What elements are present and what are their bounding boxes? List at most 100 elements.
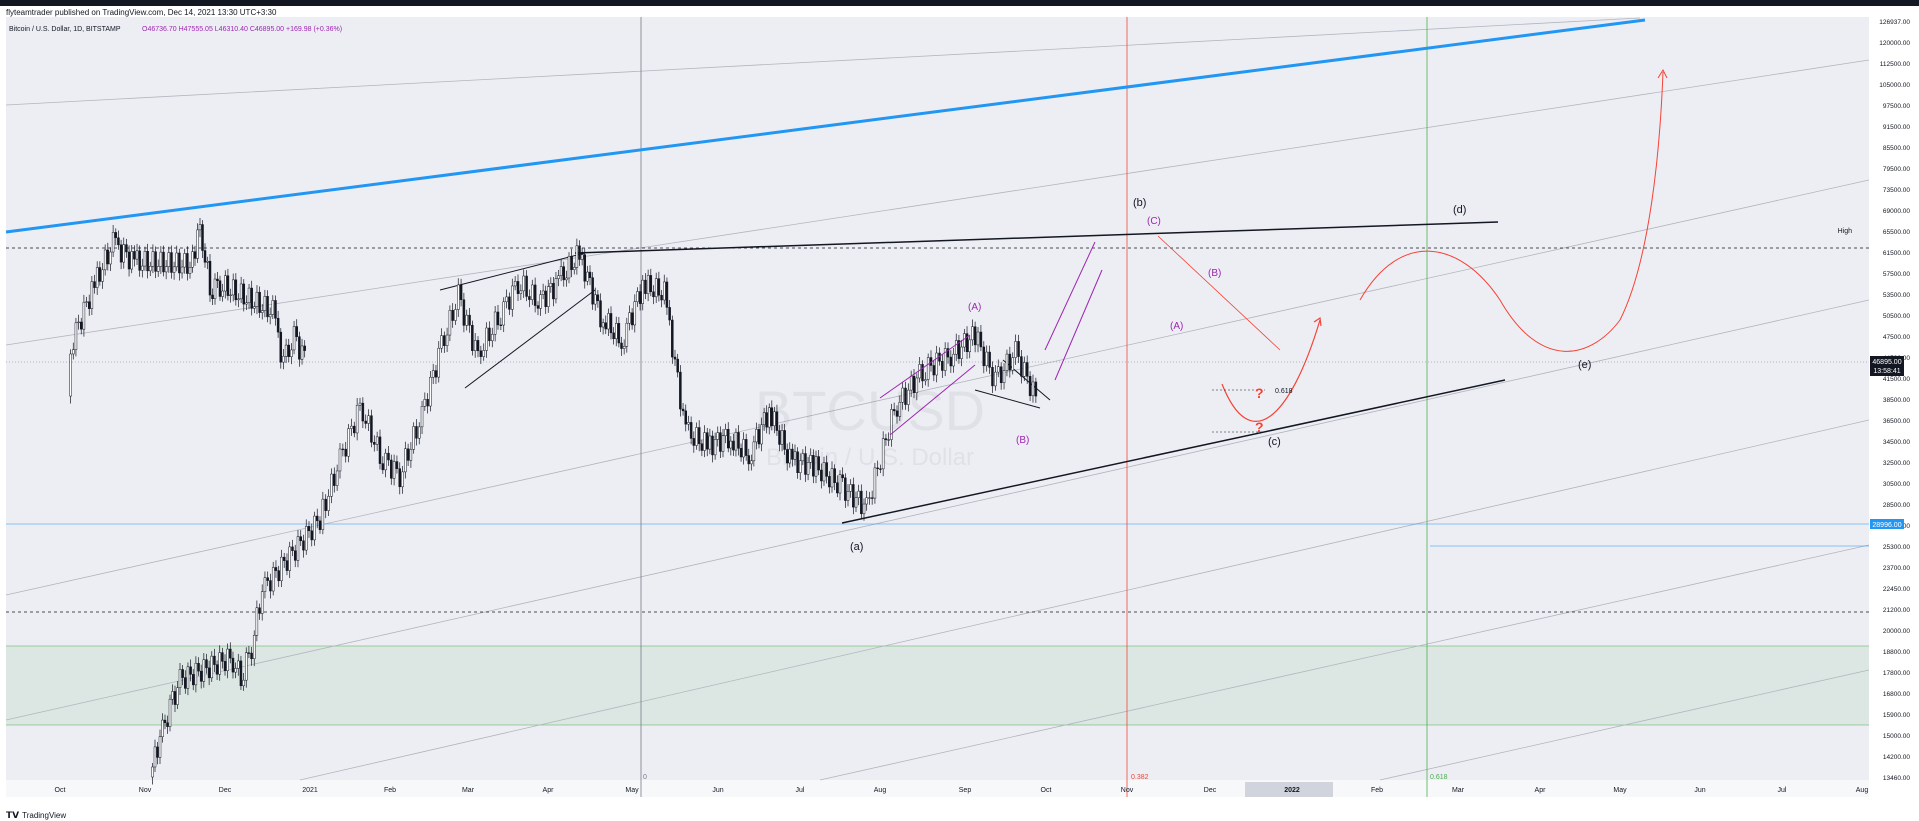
candle-body — [887, 439, 890, 441]
candle-body — [965, 333, 969, 353]
candle-body — [193, 251, 197, 259]
candle-body — [924, 379, 927, 382]
candle-body — [609, 313, 613, 334]
plot-background — [6, 17, 1869, 797]
candle-body — [176, 687, 179, 705]
time-axis[interactable]: Oct Nov Dec 2021 Feb Mar Apr May Jun Jul Aug Sep Oct… — [55, 782, 1869, 797]
candle-body — [960, 346, 963, 359]
candle-body — [793, 451, 797, 460]
candle-body — [870, 497, 874, 499]
candle-body — [445, 334, 449, 346]
fib-retracement-label: 0.618 — [1275, 388, 1293, 395]
candle-body — [644, 279, 647, 294]
candle-body — [242, 283, 246, 305]
candle-body — [218, 652, 221, 675]
candle-body — [384, 452, 387, 471]
candle-body — [198, 224, 202, 231]
candle-body — [298, 336, 301, 360]
price-tick-label: 65500.00 — [1883, 229, 1910, 236]
candle-body — [285, 560, 289, 571]
candle-body — [274, 300, 277, 319]
purple-wave-channels — [879, 241, 1103, 436]
candle-body — [364, 420, 367, 424]
wave-channel-line — [1054, 269, 1103, 381]
candle-body — [921, 364, 924, 382]
candle-body — [884, 438, 888, 441]
price-tick-label: 34500.00 — [1883, 439, 1910, 446]
candle-body — [485, 327, 488, 351]
candle-body — [695, 427, 698, 446]
candle-body — [229, 294, 232, 296]
price-tick-label: 85500.00 — [1883, 145, 1910, 152]
red-projection-future — [1359, 71, 1664, 352]
price-axis[interactable]: 126937.00 120000.00 112500.00 105000.00 9750… — [1879, 19, 1910, 782]
wave-channel-line — [889, 364, 976, 436]
candle-body — [681, 408, 685, 412]
candle-body — [457, 284, 460, 310]
candle-body — [167, 252, 171, 267]
candle-body — [206, 260, 209, 263]
candle-body — [762, 412, 766, 426]
price-tick-label: 126937.00 — [1879, 19, 1910, 26]
fib-label-zero: 0 — [643, 774, 647, 781]
candle-body — [536, 305, 540, 309]
candle-body — [415, 426, 418, 439]
time-tick-label: Oct — [55, 787, 66, 794]
price-tick-label: 23700.00 — [1883, 565, 1910, 572]
question-mark-upper: ? — [1255, 385, 1264, 401]
candle-body — [271, 567, 275, 592]
candle-body — [591, 277, 594, 305]
wave-label-b: (b) — [1133, 197, 1146, 209]
price-tick-label: 73500.00 — [1883, 187, 1910, 194]
candle-body — [189, 666, 192, 675]
candle-body — [119, 244, 123, 263]
red-arrow-head-top — [1657, 68, 1668, 79]
candle-body — [973, 326, 977, 346]
candle-body — [188, 266, 192, 274]
candle-body — [431, 370, 435, 378]
candle-body — [448, 309, 452, 336]
wave-label-B-lower: (B) — [1016, 435, 1029, 446]
horizontal-levels — [6, 247, 1869, 613]
candle-body — [300, 345, 304, 360]
candle-body — [375, 436, 379, 445]
candle-body — [522, 275, 525, 292]
price-badges: High 46895.00 13:58:41 28996.00 — [1838, 228, 1904, 529]
channel-line — [5, 17, 1641, 106]
candle-body — [350, 425, 353, 429]
candle-body — [135, 250, 139, 260]
candle-body — [178, 252, 181, 274]
candle-body — [557, 275, 560, 279]
time-tick-label: Oct — [1041, 787, 1052, 794]
candle-body — [957, 340, 961, 359]
time-tick-label: 2022 — [1284, 787, 1300, 794]
candle-body — [476, 340, 480, 352]
candle-body — [844, 477, 847, 501]
price-tick-label: 61500.00 — [1883, 250, 1910, 257]
candle-body — [223, 661, 227, 671]
candle-body — [418, 426, 421, 439]
candle-body — [221, 290, 224, 297]
candle-body — [370, 415, 373, 443]
candle-body — [434, 370, 438, 378]
candle-body — [516, 281, 520, 294]
candle-body — [780, 430, 784, 445]
candle-body — [271, 300, 275, 315]
time-tick-label: Mar — [1452, 787, 1465, 794]
candle-body — [994, 371, 997, 387]
candle-body — [849, 484, 852, 492]
tradingview-logo-icon: 𝗧𝗩 — [6, 810, 20, 820]
triangle-lower — [841, 379, 1506, 524]
candle-body — [907, 389, 910, 405]
candle-body — [765, 412, 768, 428]
candle-body — [991, 367, 994, 387]
price-tick-label: 30500.00 — [1883, 481, 1910, 488]
candle-body — [98, 267, 102, 282]
candle-body — [158, 736, 162, 758]
candle-body — [513, 281, 517, 287]
candle-body — [156, 266, 160, 272]
candle-body — [822, 462, 826, 482]
candle-body — [941, 361, 944, 371]
candle-body — [1008, 353, 1012, 371]
